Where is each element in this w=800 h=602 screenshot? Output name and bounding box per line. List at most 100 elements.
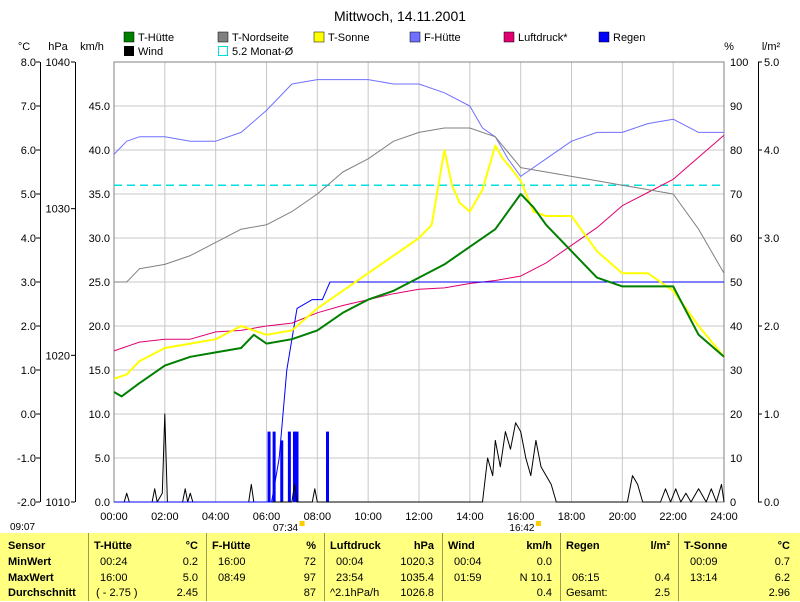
x-tick-label: 04:00: [202, 511, 230, 523]
stats-value: 0.2: [182, 556, 198, 568]
x-tick-label: 10:00: [354, 511, 382, 523]
stats-max-label: MaxWert: [8, 572, 54, 584]
x-tick-label: 06:00: [253, 511, 281, 523]
rain-bar: [292, 431, 296, 502]
stats-separator: [678, 533, 679, 601]
temp-tick-label: -1.0: [17, 453, 36, 465]
stats-separator: [442, 533, 443, 601]
legend-swatch-luftdruck: [503, 31, 515, 43]
stats-luftdruck-unit: hPa: [413, 540, 434, 552]
legend-label-t-sonne: T-Sonne: [328, 32, 370, 44]
temp-tick-label: 4.0: [21, 233, 36, 245]
stats-value: 5.0: [182, 572, 198, 584]
humidity-axis-label: %: [724, 41, 734, 53]
x-tick-label: 24:00: [710, 511, 738, 523]
x-tick-label: 22:00: [659, 511, 687, 523]
legend-label-monat-avg: 5.2 Monat-Ø: [232, 46, 294, 58]
legend-swatch-wind: [124, 46, 134, 56]
stats-separator: [88, 533, 89, 601]
corner-time-label: 09:07: [10, 522, 35, 533]
wind-tick-label: 0.0: [95, 497, 110, 509]
stats-sensor-header: Sensor: [8, 540, 46, 552]
x-tick-label: 00:00: [100, 511, 128, 523]
stats-t-huette-unit: °C: [185, 540, 198, 552]
x-tick-label: 08:00: [304, 511, 332, 523]
stats-regen-header: Regen: [566, 540, 600, 552]
stats-value: 00:04: [454, 556, 482, 568]
rain-bar: [267, 431, 271, 502]
rain-bar: [272, 431, 276, 502]
stats-value: 97: [303, 572, 316, 584]
chart-title: Mittwoch, 14.11.2001: [334, 8, 466, 24]
time-marker: [299, 521, 305, 526]
stats-value: 1035.4: [400, 572, 434, 584]
legend-item-f-huette: F-Hütte: [409, 31, 461, 44]
wind-tick-label: 25.0: [89, 277, 110, 289]
wind-tick-label: 45.0: [89, 101, 110, 113]
axis-ticks: 00:00 02:00 04:00 06:00 08:00 10:00 12:00 14:00…: [17, 57, 779, 523]
wind-axis-label: km/h: [80, 41, 104, 53]
humidity-tick-label: 70: [730, 189, 742, 201]
stats-value: ^2.1hPa/h: [330, 587, 380, 599]
time-marker-label: 07:34: [273, 523, 298, 533]
temp-tick-label: 3.0: [21, 277, 36, 289]
series-line-t-sonne: [113, 144, 725, 380]
rain-bar: [326, 431, 329, 502]
stats-value: 2.5: [654, 587, 670, 599]
stats-f-huette-header: F-Hütte: [212, 540, 251, 552]
wind-tick-label: 5.0: [95, 453, 110, 465]
legend-item-t-nordseite: T-Nordseite: [217, 31, 289, 44]
stats-value: ( - 2.75 ): [96, 587, 138, 599]
pressure-tick-label: 1010: [46, 497, 70, 509]
wind-tick-label: 35.0: [89, 189, 110, 201]
rain-tick-label: 1.0: [764, 409, 779, 421]
rain-bar: [295, 431, 299, 502]
stats-value: 0.4: [536, 587, 552, 599]
stats-value: 08:49: [218, 572, 246, 584]
rain-axis-label: l/m²: [762, 41, 781, 53]
x-tick-label: 18:00: [558, 511, 586, 523]
wind-tick-label: 15.0: [89, 365, 110, 377]
rain-tick-label: 0.0: [764, 497, 779, 509]
temp-axis-label: °C: [18, 41, 30, 53]
stats-separator: [560, 533, 561, 601]
stats-value: 0.7: [774, 556, 790, 568]
humidity-tick-label: 80: [730, 145, 742, 157]
stats-value: 16:00: [100, 572, 128, 584]
time-marker-label: 16:42: [509, 523, 534, 533]
plot-grid: [114, 62, 724, 502]
wind-tick-label: 20.0: [89, 321, 110, 333]
legend-item-t-sonne: T-Sonne: [313, 31, 370, 44]
stats-avg-row: Durchschnitt ( - 2.75 ) 2.45 87 ^2.1hPa/…: [0, 585, 800, 602]
time-marker: [535, 521, 541, 526]
stats-value: Gesamt:: [566, 587, 608, 599]
stats-avg-label: Durchschnitt: [8, 587, 76, 599]
legend-item-wind: Wind: [124, 46, 163, 58]
stats-value: 87: [303, 587, 316, 599]
x-tick-label: 02:00: [151, 511, 179, 523]
legend-label-f-huette: F-Hütte: [424, 32, 461, 44]
stats-separator: [324, 533, 325, 601]
legend-label-luftdruck: Luftdruck*: [518, 32, 568, 44]
temp-tick-label: 7.0: [21, 101, 36, 113]
legend: T-Hütte Wind T-Nordseite 5.2 Monat-Ø T-S…: [123, 31, 645, 58]
temp-tick-label: -2.0: [17, 497, 36, 509]
x-tick-label: 12:00: [405, 511, 433, 523]
legend-swatch-t-nordseite: [217, 31, 229, 43]
stats-wind-unit: km/h: [526, 540, 552, 552]
pressure-axis-label: hPa: [48, 41, 68, 53]
legend-label-t-nordseite: T-Nordseite: [232, 32, 289, 44]
stats-value: 1020.3: [400, 556, 434, 568]
stats-value: 1026.8: [400, 587, 434, 599]
pressure-tick-label: 1020: [46, 350, 70, 362]
rain-tick-label: 5.0: [764, 57, 779, 69]
stats-wind-header: Wind: [448, 540, 475, 552]
temp-tick-label: 5.0: [21, 189, 36, 201]
stats-value: 01:59: [454, 572, 482, 584]
legend-swatch-f-huette: [409, 31, 421, 43]
series-line-luftdruck: [113, 134, 725, 352]
humidity-tick-label: 30: [730, 365, 742, 377]
stats-value: 72: [303, 556, 316, 568]
wind-tick-label: 10.0: [89, 409, 110, 421]
stats-value: 16:00: [218, 556, 246, 568]
